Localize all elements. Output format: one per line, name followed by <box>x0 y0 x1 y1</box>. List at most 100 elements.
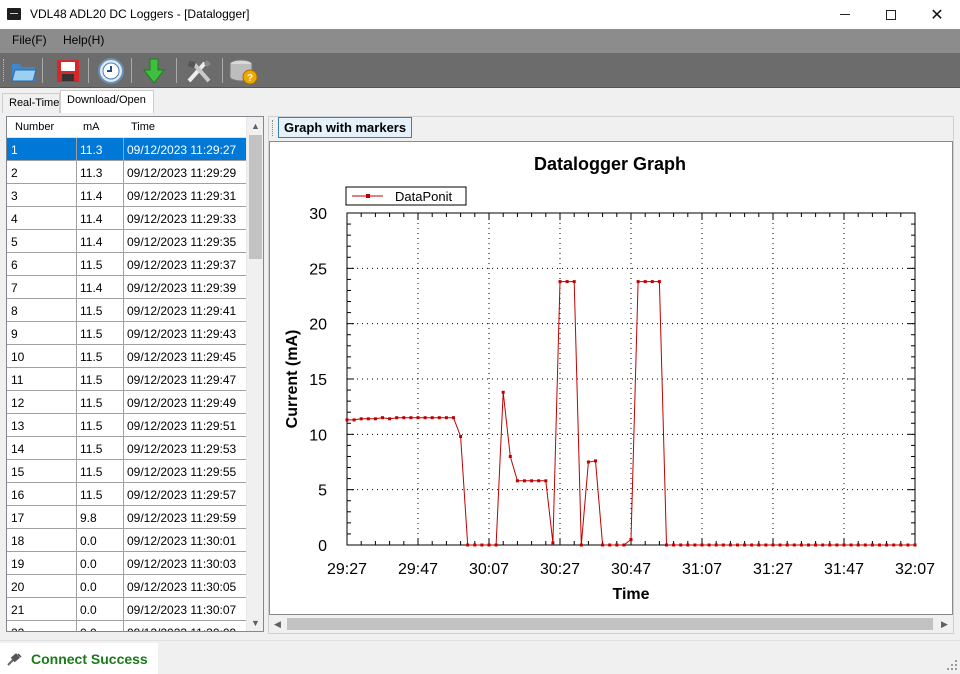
scroll-right-icon[interactable]: ▶ <box>941 619 948 629</box>
table-row[interactable]: 13 11.5 09/12/2023 11:29:51 <box>7 414 247 437</box>
data-point <box>366 417 370 421</box>
data-point <box>444 416 448 420</box>
graph-toolbar-grip[interactable] <box>272 120 275 136</box>
data-point <box>508 455 512 458</box>
data-point <box>615 543 619 547</box>
close-icon: ✕ <box>930 6 944 24</box>
cell-ma: 11.5 <box>80 488 103 502</box>
cell-number: 10 <box>11 350 25 364</box>
menu-file[interactable]: File(F) <box>12 33 47 47</box>
table-row[interactable]: 18 0.0 09/12/2023 11:30:01 <box>7 529 247 552</box>
data-point <box>835 543 839 547</box>
table-row[interactable]: 10 11.5 09/12/2023 11:29:45 <box>7 345 247 368</box>
table-row[interactable]: 14 11.5 09/12/2023 11:29:53 <box>7 437 247 460</box>
graph-horizontal-scrollbar[interactable]: ◀ ▶ <box>269 615 953 633</box>
y-tick-label: 5 <box>318 483 327 500</box>
download-button[interactable] <box>138 56 170 85</box>
cell-number: 3 <box>11 189 18 203</box>
scrollbar-thumb[interactable] <box>249 135 262 259</box>
resize-grip-icon[interactable] <box>946 659 958 671</box>
data-point <box>601 543 605 547</box>
table-row[interactable]: 21 0.0 09/12/2023 11:30:07 <box>7 598 247 621</box>
x-tick-label: 31:47 <box>824 561 864 578</box>
tab-realtime[interactable]: Real-Time <box>2 93 60 113</box>
data-point <box>515 479 519 483</box>
table-row[interactable]: 20 0.0 09/12/2023 11:30:05 <box>7 575 247 598</box>
cell-ma: 0.0 <box>80 534 97 548</box>
data-point <box>423 416 427 420</box>
table-row[interactable]: 2 11.3 09/12/2023 11:29:29 <box>7 161 247 184</box>
cell-number: 9 <box>11 327 18 341</box>
table-row[interactable]: 11 11.5 09/12/2023 11:29:47 <box>7 368 247 391</box>
close-button[interactable]: ✕ <box>914 0 960 29</box>
toolbar-grip[interactable] <box>3 59 6 81</box>
cell-number: 1 <box>11 143 18 157</box>
data-point <box>402 416 406 420</box>
table-vertical-scrollbar[interactable]: ▲ ▼ <box>246 117 263 631</box>
table-row[interactable]: 16 11.5 09/12/2023 11:29:57 <box>7 483 247 506</box>
open-button[interactable] <box>8 56 40 85</box>
menu-bar: File(F) Help(H) <box>0 29 960 53</box>
table-row[interactable]: 12 11.5 09/12/2023 11:29:49 <box>7 391 247 414</box>
column-header-number[interactable]: Number <box>15 121 55 133</box>
data-point <box>558 280 562 284</box>
graph-with-markers-tab[interactable]: Graph with markers <box>278 117 413 138</box>
cell-ma: 11.5 <box>80 327 103 341</box>
settings-button[interactable] <box>183 56 215 85</box>
cell-number: 5 <box>11 235 18 249</box>
column-header-ma[interactable]: mA <box>83 121 100 133</box>
save-button[interactable] <box>52 56 84 85</box>
table-row[interactable]: 5 11.4 09/12/2023 11:29:35 <box>7 230 247 253</box>
data-point <box>714 543 718 547</box>
cell-time: 09/12/2023 11:29:57 <box>127 488 237 502</box>
database-help-button[interactable]: ? <box>227 56 259 85</box>
minimize-button[interactable] <box>822 0 868 29</box>
data-table: Number mA Time 1 11.3 09/12/2023 11:29:27 2… <box>6 116 264 632</box>
data-point <box>586 460 590 464</box>
cell-number: 8 <box>11 304 18 318</box>
cell-ma: 11.5 <box>80 419 103 433</box>
scroll-left-icon[interactable]: ◀ <box>274 619 281 629</box>
menu-help[interactable]: Help(H) <box>63 33 105 47</box>
clock-button[interactable] <box>95 56 127 85</box>
x-tick-label: 30:07 <box>469 561 509 578</box>
save-disk-icon <box>57 59 79 82</box>
data-point <box>565 280 569 284</box>
data-point <box>466 543 470 547</box>
y-tick-label: 0 <box>318 538 327 555</box>
table-row[interactable]: 22 0.0 09/12/2023 11:30:09 <box>7 621 247 631</box>
table-row[interactable]: 19 0.0 09/12/2023 11:30:03 <box>7 552 247 575</box>
tab-download-open[interactable]: Download/Open <box>60 90 154 113</box>
scroll-down-icon[interactable]: ▼ <box>251 617 260 628</box>
cell-time: 09/12/2023 11:29:53 <box>127 442 237 456</box>
table-row[interactable]: 8 11.5 09/12/2023 11:29:41 <box>7 299 247 322</box>
table-row[interactable]: 9 11.5 09/12/2023 11:29:43 <box>7 322 247 345</box>
x-tick-label: 29:27 <box>327 561 367 578</box>
maximize-button[interactable] <box>868 0 914 29</box>
data-point <box>778 543 782 547</box>
graph-scrollbar-thumb[interactable] <box>287 618 933 630</box>
cell-ma: 11.3 <box>80 166 103 180</box>
x-tick-label: 31:07 <box>682 561 722 578</box>
scroll-up-icon[interactable]: ▲ <box>251 120 260 131</box>
table-row[interactable]: 3 11.4 09/12/2023 11:29:31 <box>7 184 247 207</box>
table-row[interactable]: 1 11.3 09/12/2023 11:29:27 <box>7 138 247 161</box>
table-row[interactable]: 17 9.8 09/12/2023 11:29:59 <box>7 506 247 529</box>
table-row[interactable]: 6 11.5 09/12/2023 11:29:37 <box>7 253 247 276</box>
table-row[interactable]: 15 11.5 09/12/2023 11:29:55 <box>7 460 247 483</box>
data-point <box>579 543 583 547</box>
y-tick-label: 10 <box>309 427 327 444</box>
table-row[interactable]: 4 11.4 09/12/2023 11:29:33 <box>7 207 247 230</box>
data-point <box>693 543 697 547</box>
cell-ma: 11.5 <box>80 304 103 318</box>
data-point <box>657 280 661 284</box>
data-point <box>757 543 761 547</box>
data-point <box>636 280 640 284</box>
cell-number: 4 <box>11 212 18 226</box>
table-row[interactable]: 7 11.4 09/12/2023 11:29:39 <box>7 276 247 299</box>
data-point <box>785 543 789 547</box>
clock-icon <box>98 57 124 84</box>
cell-time: 09/12/2023 11:29:45 <box>127 350 237 364</box>
data-point <box>849 543 853 547</box>
column-header-time[interactable]: Time <box>131 121 156 133</box>
